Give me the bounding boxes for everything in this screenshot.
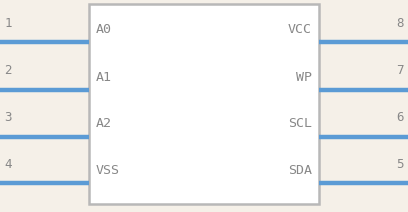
Text: 6: 6 [397, 111, 404, 124]
Text: 4: 4 [4, 158, 11, 171]
Text: 2: 2 [4, 64, 11, 77]
Text: 7: 7 [397, 64, 404, 77]
Text: 3: 3 [4, 111, 11, 124]
Text: A0: A0 [96, 23, 112, 36]
Text: SCL: SCL [288, 117, 312, 130]
Text: WP: WP [296, 71, 312, 84]
Text: VSS: VSS [96, 164, 120, 177]
Text: 5: 5 [397, 158, 404, 171]
Bar [89, 4, 319, 204]
Text: 8: 8 [397, 17, 404, 30]
Text: SDA: SDA [288, 164, 312, 177]
Text: VCC: VCC [288, 23, 312, 36]
Text: A2: A2 [96, 117, 112, 130]
Text: A1: A1 [96, 71, 112, 84]
Text: 1: 1 [4, 17, 11, 30]
